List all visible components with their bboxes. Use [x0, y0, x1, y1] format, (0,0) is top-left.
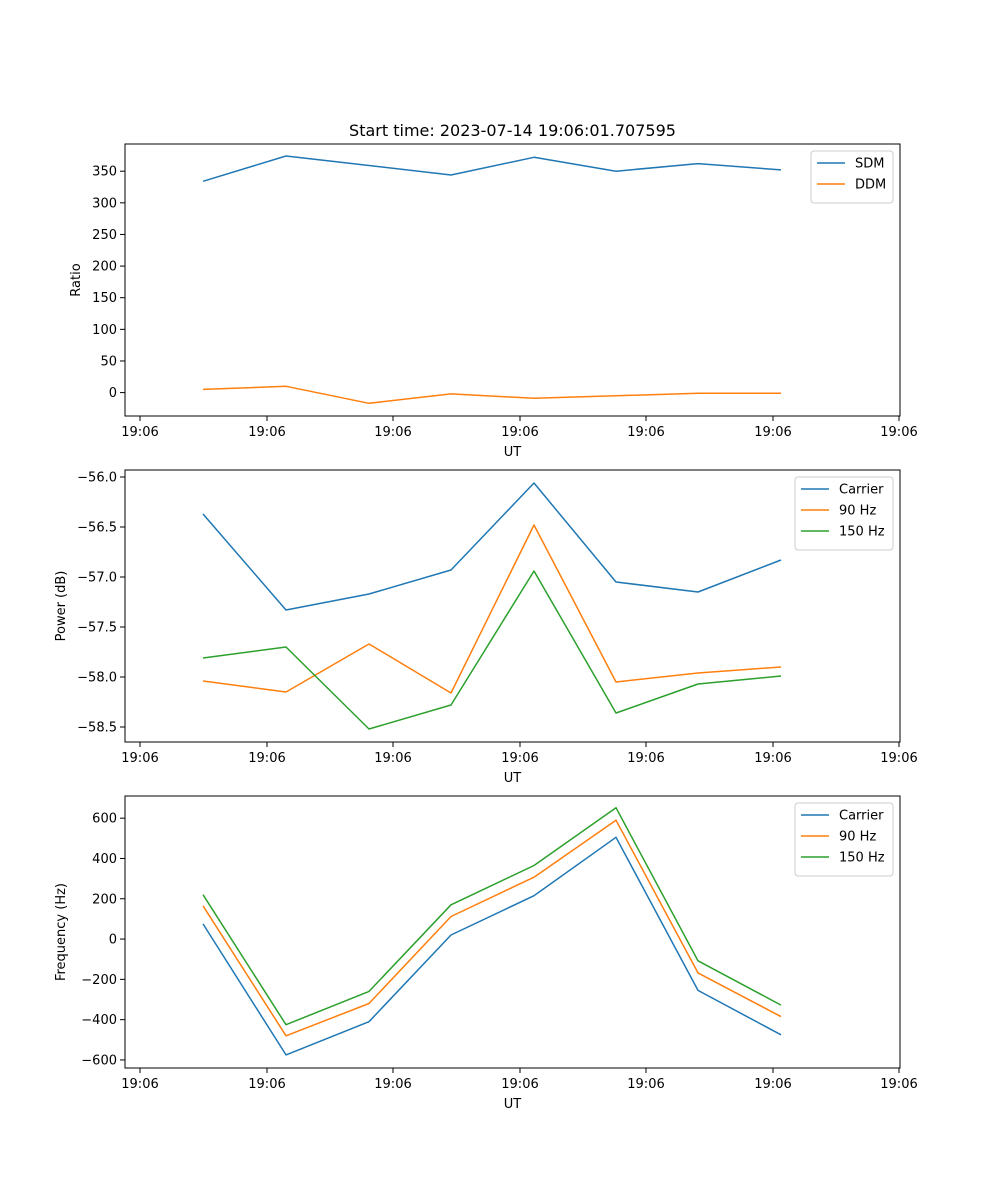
- x-tick-label: 19:06: [627, 1077, 664, 1092]
- x-tick-label: 19:06: [248, 751, 285, 766]
- x-tick-label: 19:06: [374, 1077, 411, 1092]
- legend-label: SDM: [855, 157, 884, 172]
- y-tick-label: −200: [81, 973, 117, 988]
- legend-label: Carrier: [839, 809, 884, 824]
- x-tick-label: 19:06: [880, 425, 917, 440]
- series-line-carrier: [202, 482, 782, 611]
- x-tick-label: 19:06: [121, 1077, 158, 1092]
- power-panel: −58.5 −58.0 −57.5 −57.0 −56.5 −56.0 19:06 19:06…: [54, 469, 918, 786]
- x-tick-label: 19:06: [880, 751, 917, 766]
- x-tick-label: 19:06: [374, 425, 411, 440]
- x-tick-label: 19:06: [754, 751, 791, 766]
- y-tick-label: 200: [92, 892, 117, 907]
- y-tick-label: 600: [92, 812, 117, 827]
- legend-box: [810, 150, 894, 204]
- y-tick-label: 0: [109, 386, 117, 401]
- x-tick-label: 19:06: [501, 1077, 538, 1092]
- x-tick-label: 19:06: [374, 751, 411, 766]
- y-tick-label: 150: [92, 291, 117, 306]
- y-tick-label: 100: [92, 323, 117, 338]
- y-axis-label: Frequency (Hz): [54, 883, 69, 981]
- y-tick-label: −56.0: [77, 471, 117, 486]
- y-tick-label: 200: [92, 260, 117, 275]
- y-axis-label: Power (dB): [54, 571, 69, 642]
- x-tick-label: 19:06: [754, 1077, 791, 1092]
- y-tick-label: −56.5: [77, 521, 117, 536]
- series-line-carrier: [202, 836, 782, 1056]
- x-axis-label: UT: [504, 445, 522, 460]
- x-axis-label: UT: [504, 1097, 522, 1112]
- series-line-ddm: [202, 385, 781, 405]
- x-tick-label: 19:06: [248, 425, 285, 440]
- legend-label: Carrier: [839, 483, 884, 498]
- legend-label: 150 Hz: [839, 851, 885, 866]
- x-tick-label: 19:06: [880, 1077, 917, 1092]
- y-tick-label: 50: [100, 354, 117, 369]
- legend-label: 90 Hz: [839, 504, 876, 519]
- x-tick-label: 19:06: [627, 425, 664, 440]
- y-tick-label: 400: [92, 852, 117, 867]
- y-tick-label: −58.5: [77, 721, 117, 736]
- x-tick-label: 19:06: [501, 751, 538, 766]
- y-tick-label: 0: [109, 933, 117, 948]
- y-tick-label: −57.0: [77, 571, 117, 586]
- series-line-150-hz: [202, 806, 782, 1026]
- y-tick-label: 250: [92, 228, 117, 243]
- x-tick-label: 19:06: [627, 751, 664, 766]
- x-tick-label: 19:06: [248, 1077, 285, 1092]
- y-tick-label: −57.5: [77, 621, 117, 636]
- x-tick-label: 19:06: [501, 425, 538, 440]
- chart-title: Start time: 2023-07-14 19:06:01.707595: [349, 121, 676, 140]
- series-line-90-hz: [202, 524, 782, 694]
- axes-frame: [124, 143, 901, 417]
- y-axis-label: Ratio: [69, 263, 84, 296]
- frequency-panel: −600 −400 −200 0 200 400 600 19:06 19:06 19:06 19:…: [54, 795, 918, 1112]
- x-axis-label: UT: [504, 771, 522, 786]
- axes-frame: [124, 795, 901, 1069]
- legend-label: DDM: [855, 178, 886, 193]
- y-tick-label: −400: [81, 1013, 117, 1028]
- y-tick-label: −58.0: [77, 671, 117, 686]
- legend-label: 150 Hz: [839, 525, 885, 540]
- x-tick-label: 19:06: [754, 425, 791, 440]
- y-tick-label: 350: [92, 165, 117, 180]
- series-line-sdm: [202, 155, 782, 183]
- y-tick-label: −600: [81, 1053, 117, 1068]
- x-tick-label: 19:06: [121, 751, 158, 766]
- axes-frame: [124, 469, 901, 743]
- legend-label: 90 Hz: [839, 830, 876, 845]
- y-tick-label: 300: [92, 196, 117, 211]
- x-tick-label: 19:06: [121, 425, 158, 440]
- series-line-90-hz: [202, 819, 782, 1037]
- series-line-150-hz: [202, 570, 782, 730]
- ratio-panel: 0 50 100 150 200 250 300 350 19:06 19:06 19:06 19:0…: [69, 143, 918, 460]
